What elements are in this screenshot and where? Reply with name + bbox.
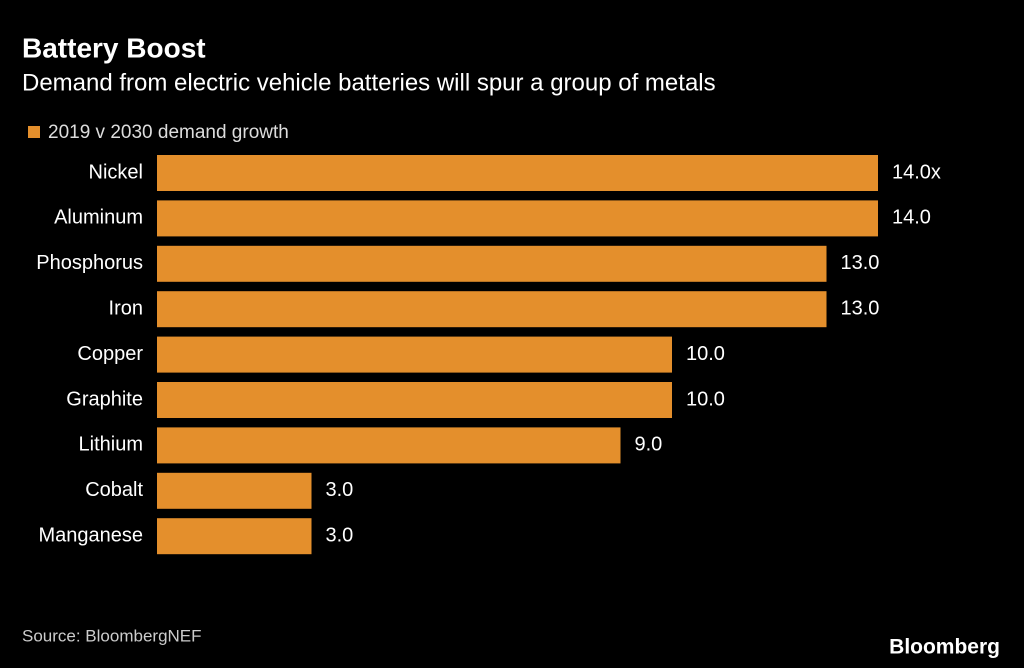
y-tick-label: Nickel: [89, 161, 143, 183]
chart-subtitle: Demand from electric vehicle batteries w…: [22, 69, 716, 96]
bar: [157, 427, 621, 464]
chart-title: Battery Boost: [22, 32, 206, 63]
bar: [157, 291, 827, 328]
value-label: 10.0: [686, 343, 725, 365]
legend-label: 2019 v 2030 demand growth: [48, 122, 289, 143]
bar: [157, 472, 312, 509]
bar: [157, 518, 312, 555]
value-label: 14.0x: [892, 161, 941, 183]
value-label: 14.0: [892, 207, 931, 229]
bar: [157, 245, 827, 282]
bar: [157, 155, 878, 191]
y-tick-label: Lithium: [79, 434, 143, 456]
value-label: 9.0: [635, 434, 663, 456]
source: Source: BloombergNEF: [22, 626, 202, 645]
bar: [157, 382, 672, 418]
y-tick-label: Aluminum: [54, 207, 143, 229]
value-label: 3.0: [326, 524, 354, 546]
brand-logo: Bloomberg: [889, 636, 1000, 659]
y-tick-label: Phosphorus: [36, 252, 143, 274]
bar: [157, 336, 672, 373]
y-tick-label: Manganese: [38, 524, 143, 546]
y-tick-label: Cobalt: [85, 479, 143, 501]
value-label: 3.0: [326, 479, 354, 501]
legend-swatch: [28, 126, 40, 138]
y-tick-label: Copper: [77, 343, 143, 365]
value-label: 10.0: [686, 388, 725, 410]
value-label: 13.0: [841, 297, 880, 319]
y-tick-label: Iron: [109, 297, 143, 319]
bar: [157, 200, 878, 237]
value-label: 13.0: [841, 252, 880, 274]
y-tick-label: Graphite: [66, 388, 143, 410]
